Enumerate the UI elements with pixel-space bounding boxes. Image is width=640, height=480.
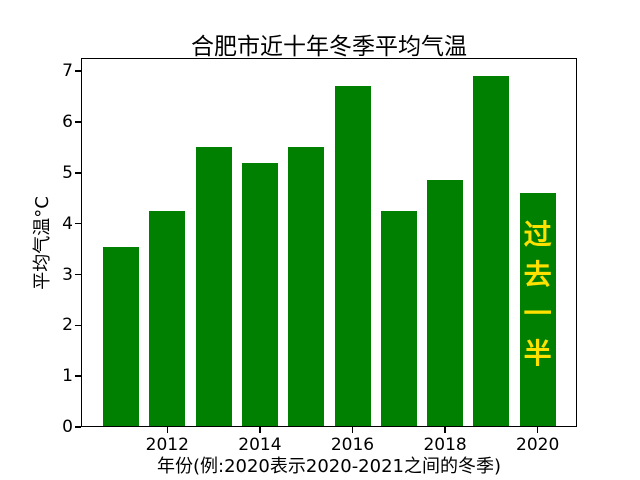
y-tick-mark (75, 222, 81, 225)
bar-2019 (473, 76, 510, 427)
bar-annotation: 过去一半 (520, 215, 556, 373)
x-tick-label: 2012 (145, 435, 189, 455)
y-tick-label: 2 (62, 315, 73, 336)
y-tick-mark (75, 324, 81, 327)
y-tick-label: 3 (62, 264, 73, 285)
y-tick-mark (75, 375, 81, 377)
y-tick-label: 0 (62, 417, 73, 437)
bar-2012 (149, 210, 186, 427)
y-tick-label: 6 (62, 112, 73, 133)
annotation-char: 半 (523, 336, 552, 370)
annotation-char: 过 (523, 218, 552, 251)
bar-2014 (241, 162, 278, 427)
chart-title: 合肥市近十年冬季平均气温 (191, 34, 467, 60)
y-tick-label: 7 (62, 61, 73, 82)
x-tick-label: 2018 (423, 435, 467, 455)
bar-2015 (288, 147, 325, 427)
x-tick-mark (351, 427, 354, 433)
bar-2020 (519, 193, 556, 427)
bar-2018 (427, 180, 464, 427)
x-tick-mark (444, 427, 446, 433)
y-tick-mark (75, 70, 81, 72)
x-axis-label: 年份(例:2020表示2020-2021之间的冬季) (156, 456, 502, 477)
y-tick-label: 1 (62, 366, 73, 387)
y-tick-mark (75, 273, 81, 276)
bar-2013 (195, 147, 232, 427)
x-tick-mark (536, 427, 539, 433)
bar-2017 (380, 210, 417, 427)
bar-2016 (334, 86, 371, 427)
bar-2011 (103, 246, 139, 427)
y-tick-mark (75, 121, 81, 123)
annotation-char: 一 (523, 297, 552, 330)
x-tick-label: 2014 (238, 435, 282, 455)
y-tick-label: 4 (62, 213, 73, 234)
y-tick-mark (75, 172, 81, 174)
plot-area: 过去一半 (81, 58, 577, 427)
x-tick-label: 2016 (330, 435, 375, 455)
y-tick-mark (75, 426, 81, 428)
x-tick-label: 2020 (516, 435, 560, 455)
x-tick-mark (259, 427, 261, 433)
annotation-char: 去 (523, 257, 552, 291)
x-tick-mark (166, 427, 169, 433)
y-tick-label: 5 (62, 162, 73, 183)
